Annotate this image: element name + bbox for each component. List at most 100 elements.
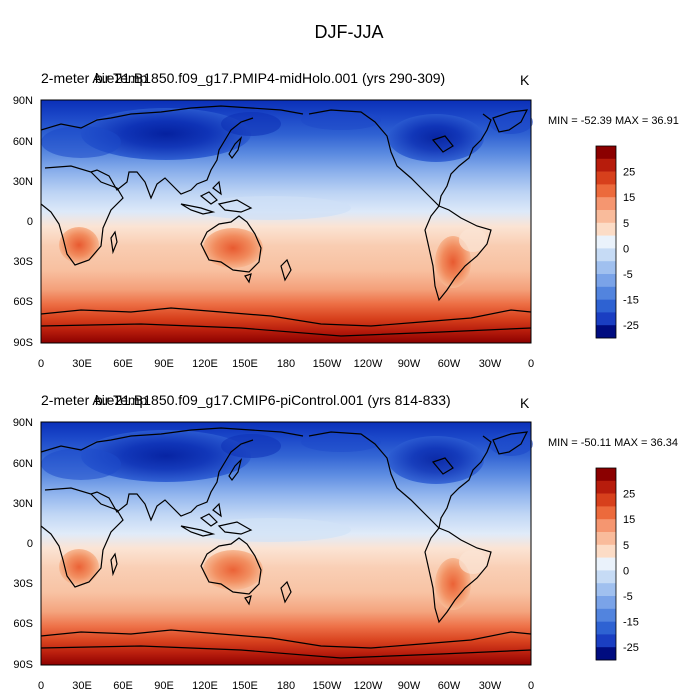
svg-text:180: 180 [277,680,295,692]
panel-1-units: K [520,72,530,88]
svg-text:90E: 90E [154,680,174,692]
colorbar-swatch [596,184,616,198]
panel-2-units: K [520,395,530,411]
colorbar-swatch [596,480,616,494]
colorbar-swatch [596,171,616,185]
svg-text:120W: 120W [354,680,383,692]
panel-1-colorbar: 25 15 5 0 -5 -15 -25 [595,145,639,339]
colorbar-swatch [596,274,616,288]
svg-text:30E: 30E [72,358,92,370]
panel-2-lon-ticks: 0 30E 60E 90E 120E 150E 180 150W 120W 90… [38,680,534,692]
svg-text:150E: 150E [232,358,258,370]
svg-text:0: 0 [38,680,44,692]
panel-2-map [40,421,533,666]
svg-text:90S: 90S [13,659,33,671]
svg-text:60E: 60E [113,358,133,370]
panel-1-case: b.e21.B1850.f09_g17.PMIP4-midHolo.001 (y… [95,70,445,86]
panel-2-samerica-warm [435,558,471,610]
colorbar-swatch [596,583,616,597]
figure-title: DJF-JJA [315,22,384,42]
colorbar-label: -15 [623,295,639,307]
colorbar-label: -5 [623,591,633,603]
colorbar-swatch [596,158,616,172]
colorbar-label: -25 [623,642,639,654]
panel-1-australia-warm [203,228,263,268]
colorbar-label: 5 [623,218,629,230]
colorbar-swatch [596,634,616,648]
panel-1-lat-ticks: 90N 60N 30N 0 30S 60S 90S [13,95,33,349]
panel-2-siberia-cold [81,430,251,482]
colorbar-swatch [596,570,616,584]
svg-text:90N: 90N [13,95,33,107]
colorbar-swatch [596,261,616,275]
colorbar-label: 15 [623,514,635,526]
panel-2-case: b.e21.B1850.f09_g17.CMIP6-piControl.001 … [95,392,451,408]
panel-1-siberia-cold [81,108,251,160]
colorbar-swatch [596,468,616,482]
svg-text:120E: 120E [192,680,218,692]
colorbar-swatch [596,235,616,249]
colorbar-swatch [596,647,616,661]
svg-text:60N: 60N [13,136,33,148]
svg-text:150W: 150W [313,358,342,370]
svg-text:180: 180 [277,358,295,370]
colorbar-swatch [596,519,616,533]
svg-text:30W: 30W [479,680,502,692]
colorbar-label: 25 [623,167,635,179]
svg-text:60W: 60W [438,680,461,692]
svg-text:30E: 30E [72,680,92,692]
colorbar-label: 25 [623,489,635,501]
svg-text:30S: 30S [13,256,33,268]
svg-text:0: 0 [528,358,534,370]
svg-text:30S: 30S [13,578,33,590]
colorbar-label: -25 [623,320,639,332]
panel-2-lat-ticks: 90N 60N 30N 0 30S 60S 90S [13,417,33,671]
colorbar-label: 0 [623,565,629,577]
colorbar-label: -5 [623,269,633,281]
svg-text:30N: 30N [13,498,33,510]
svg-text:90E: 90E [154,358,174,370]
colorbar-swatch [596,493,616,507]
svg-text:60E: 60E [113,680,133,692]
colorbar-swatch [596,506,616,520]
colorbar-label: 5 [623,540,629,552]
panel-1: 2-meter Air Temp b.e21.B1850.f09_g17.PMI… [13,70,679,370]
svg-text:90N: 90N [13,417,33,429]
colorbar-label: 15 [623,192,635,204]
panel-1-lon-ticks: 0 30E 60E 90E 120E 150E 180 150W 120W 90… [38,358,534,370]
colorbar-swatch [596,146,616,160]
svg-text:120E: 120E [192,358,218,370]
svg-text:60N: 60N [13,458,33,470]
svg-text:60S: 60S [13,296,33,308]
colorbar-swatch [596,608,616,622]
svg-text:30W: 30W [479,358,502,370]
colorbar-frame [595,467,617,661]
panel-2-namerica-cold [388,436,484,484]
colorbar-swatch [596,248,616,262]
colorbar-swatch [596,532,616,546]
colorbar-swatch [596,544,616,558]
svg-text:60S: 60S [13,618,33,630]
colorbar-swatch [596,621,616,635]
panel-1-map [40,99,533,344]
panel-1-minmax: MIN = -52.39 MAX = 36.91 [548,115,679,127]
svg-text:30N: 30N [13,176,33,188]
panel-2-minmax: MIN = -50.11 MAX = 36.34 [548,437,678,449]
svg-text:90S: 90S [13,337,33,349]
colorbar-swatch [596,299,616,313]
svg-text:0: 0 [27,216,33,228]
colorbar-frame [595,145,617,339]
svg-text:0: 0 [38,358,44,370]
colorbar-label: -15 [623,617,639,629]
colorbar-swatch [596,210,616,224]
svg-text:150E: 150E [232,680,258,692]
svg-text:120W: 120W [354,358,383,370]
panel-1-samerica-warm [435,236,471,288]
panel-2: 2-meter Air Temp b.e21.B1850.f09_g17.CMI… [13,392,678,692]
panel-2-variable: 2-meter Air Temp [41,392,148,408]
colorbar-swatch [596,557,616,571]
colorbar-swatch [596,312,616,326]
panel-1-namerica-cold [388,114,484,162]
svg-text:90W: 90W [398,680,421,692]
